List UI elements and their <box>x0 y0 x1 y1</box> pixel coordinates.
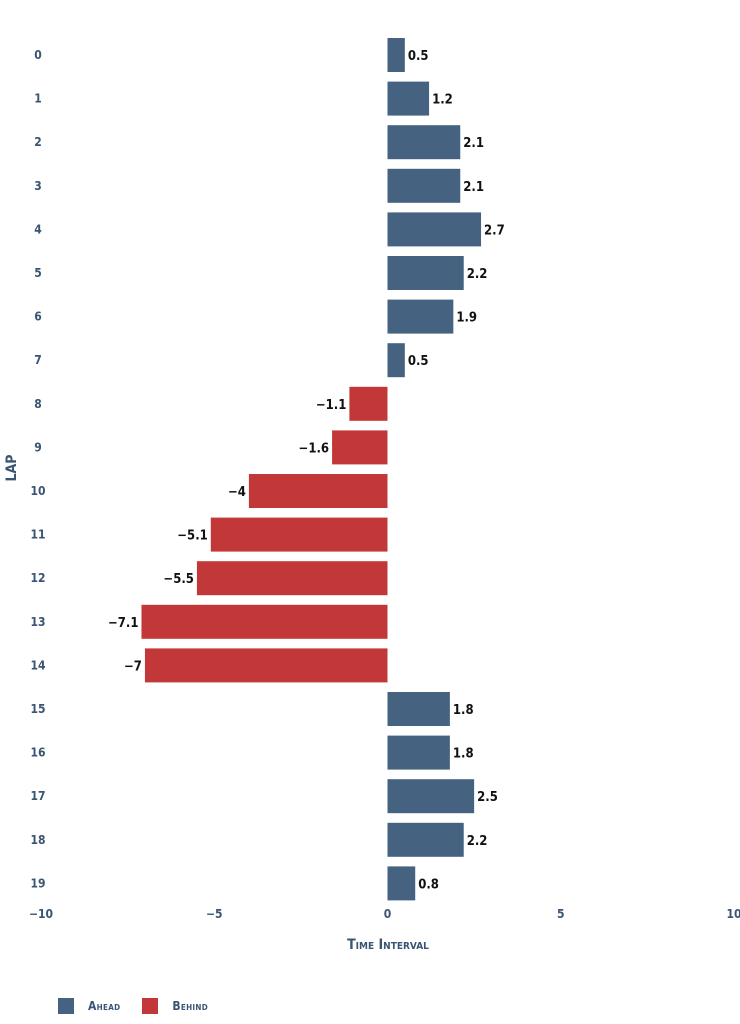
x-axis-title: Time Interval <box>347 937 429 953</box>
bar-lap-0 <box>387 38 405 72</box>
bar-lap-15 <box>387 692 450 726</box>
bar-lap-16 <box>387 735 450 770</box>
bar-lap-1 <box>387 81 430 116</box>
y-tick-label: 8 <box>34 397 42 411</box>
bar-value-label-lap-9: −1.6 <box>299 441 330 456</box>
bar-value-label-lap-18: 2.2 <box>467 834 488 849</box>
bar-lap-7 <box>387 343 405 378</box>
y-tick-label: 0 <box>34 48 42 62</box>
x-axis-ticks: −10 −5 0 5 10 <box>29 907 740 921</box>
bars-group <box>141 38 482 901</box>
bar-value-label-lap-17: 2.5 <box>477 790 498 805</box>
x-tick-label: 10 <box>726 907 740 921</box>
legend-swatch-ahead <box>58 998 74 1014</box>
bar-value-label-lap-1: 1.2 <box>432 93 453 108</box>
bar-value-label-lap-11: −5.1 <box>177 529 208 544</box>
bar-lap-3 <box>387 168 461 203</box>
bar-value-label-lap-10: −4 <box>228 485 246 500</box>
y-tick-label: 15 <box>30 702 45 716</box>
y-tick-label: 7 <box>34 353 42 367</box>
bar-lap-8 <box>349 386 388 421</box>
bar-value-label-lap-15: 1.8 <box>453 703 474 718</box>
bar-lap-10 <box>248 474 388 508</box>
bar-value-label-lap-13: −7.1 <box>108 616 139 631</box>
bar-lap-5 <box>387 256 464 290</box>
bar-lap-12 <box>196 561 388 596</box>
bar-lap-4 <box>387 212 482 247</box>
x-tick-label: 5 <box>557 907 565 921</box>
bar-lap-18 <box>387 822 464 857</box>
y-tick-label: 6 <box>34 310 42 324</box>
legend-item-ahead: Ahead <box>58 998 120 1014</box>
y-tick-label: 3 <box>34 179 42 193</box>
bar-value-label-lap-14: −7 <box>124 659 142 674</box>
bar-lap-13 <box>141 604 388 639</box>
bar-value-label-lap-16: 1.8 <box>453 747 474 762</box>
bar-value-label-lap-4: 2.7 <box>484 223 505 238</box>
bar-lap-14 <box>144 648 388 683</box>
legend-label-behind: Behind <box>172 999 208 1013</box>
y-tick-label: 2 <box>34 135 42 149</box>
bar-value-label-lap-6: 1.9 <box>456 311 477 326</box>
bar-value-label-lap-12: −5.5 <box>163 572 194 587</box>
y-tick-label: 16 <box>30 746 45 760</box>
bar-value-label-lap-2: 2.1 <box>463 136 484 151</box>
y-tick-label: 10 <box>30 484 45 498</box>
y-tick-label: 11 <box>30 528 45 542</box>
y-axis-title: LAP <box>4 454 20 481</box>
y-tick-label: 17 <box>30 789 45 803</box>
bar-lap-2 <box>387 125 461 160</box>
bar-value-label-lap-7: 0.5 <box>408 354 429 369</box>
y-tick-label: 5 <box>34 266 42 280</box>
bar-lap-17 <box>387 779 475 814</box>
y-tick-label: 13 <box>30 615 45 629</box>
bar-labels-group: 0.5 1.2 2.1 2.1 2.7 2.2 1.9 0.5 −1.1 −1.6 −4 −5.1 −5… <box>108 49 505 892</box>
bar-value-label-lap-19: 0.8 <box>418 877 439 892</box>
legend-swatch-behind <box>142 998 159 1014</box>
x-tick-label: −5 <box>206 907 223 921</box>
y-tick-label: 12 <box>30 571 45 585</box>
y-tick-label: 1 <box>34 92 42 106</box>
y-tick-label: 18 <box>30 833 45 847</box>
bar-lap-11 <box>210 517 388 552</box>
bar-value-label-lap-0: 0.5 <box>408 49 429 64</box>
y-tick-label: 9 <box>34 440 42 454</box>
x-tick-label: 0 <box>384 907 392 921</box>
bar-value-label-lap-5: 2.2 <box>467 267 488 282</box>
bar-lap-9 <box>332 430 388 465</box>
legend: Ahead Behind <box>58 998 208 1014</box>
bar-value-label-lap-3: 2.1 <box>463 180 484 195</box>
y-tick-label: 14 <box>30 658 46 672</box>
y-tick-label: 4 <box>34 222 42 236</box>
bar-lap-19 <box>387 866 416 901</box>
bar-lap-6 <box>387 299 454 334</box>
y-tick-label: 19 <box>30 876 45 890</box>
legend-item-behind: Behind <box>142 998 208 1014</box>
bar-value-label-lap-8: −1.1 <box>316 398 347 413</box>
x-tick-label: −10 <box>29 907 53 921</box>
legend-label-ahead: Ahead <box>88 999 121 1013</box>
